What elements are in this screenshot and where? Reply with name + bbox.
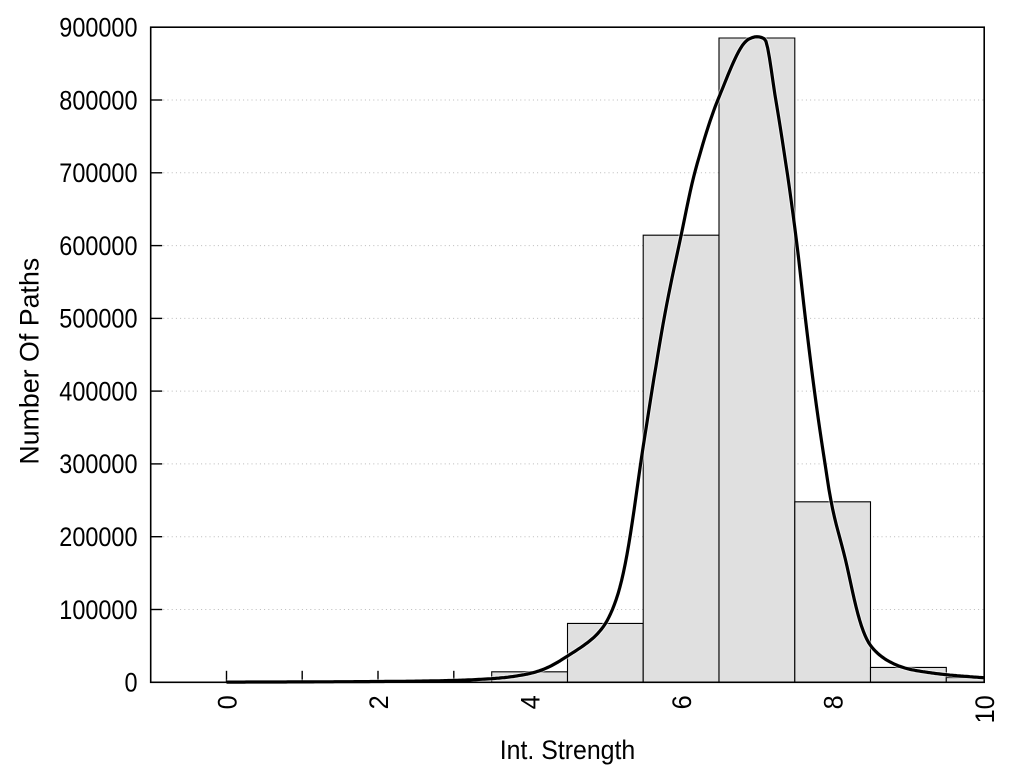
svg-text:500000: 500000 (59, 304, 137, 334)
svg-text:6: 6 (666, 695, 697, 709)
svg-text:700000: 700000 (59, 159, 137, 189)
svg-text:300000: 300000 (59, 450, 137, 480)
svg-text:200000: 200000 (59, 522, 137, 552)
svg-text:Number Of Paths: Number Of Paths (14, 258, 44, 465)
svg-text:800000: 800000 (59, 86, 137, 116)
svg-text:0: 0 (124, 668, 137, 698)
svg-text:Int. Strength: Int. Strength (500, 734, 635, 765)
svg-text:2: 2 (363, 695, 394, 709)
svg-text:400000: 400000 (59, 377, 137, 407)
svg-text:100000: 100000 (59, 595, 137, 625)
svg-text:4: 4 (515, 695, 546, 709)
svg-text:10: 10 (969, 695, 1000, 723)
svg-text:900000: 900000 (59, 13, 137, 43)
svg-text:600000: 600000 (59, 231, 137, 261)
svg-text:8: 8 (818, 695, 849, 709)
svg-text:0: 0 (212, 695, 243, 709)
